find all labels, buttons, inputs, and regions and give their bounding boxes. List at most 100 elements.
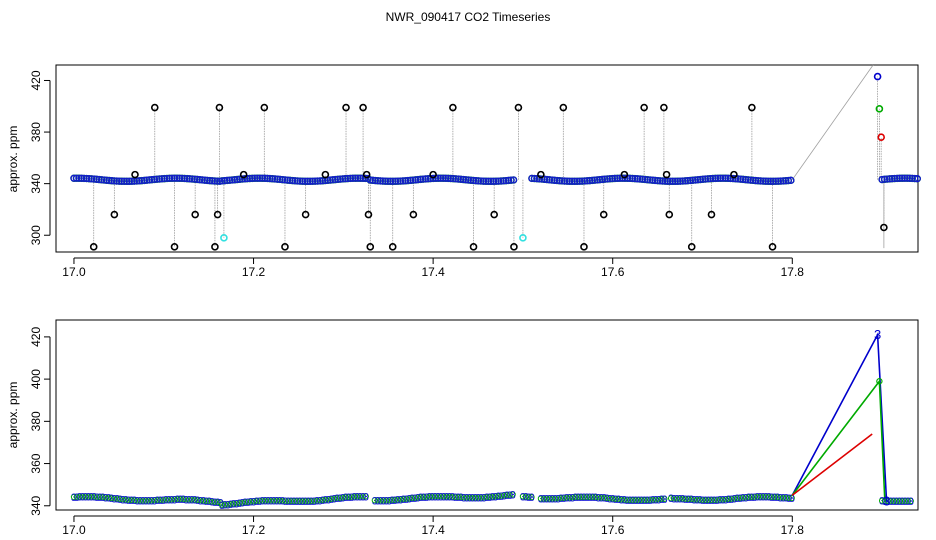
baseline-point-blue <box>72 174 81 182</box>
baseline-point-green <box>322 496 329 503</box>
baseline-point-blue <box>253 174 261 182</box>
baseline-point-blue <box>538 175 546 183</box>
outlier-point <box>707 210 716 219</box>
spike-series-line <box>791 331 888 502</box>
baseline-point-green <box>154 497 161 504</box>
baseline-point-green <box>443 493 450 500</box>
baseline-point-green <box>403 495 410 502</box>
baseline-point-green <box>316 497 323 504</box>
baseline-point-blue <box>100 176 108 184</box>
baseline-point-green <box>345 493 352 501</box>
baseline-point-green <box>273 497 280 504</box>
baseline-point-blue <box>293 177 302 185</box>
baseline-point-green <box>177 496 184 503</box>
baseline-point-blue <box>653 177 662 185</box>
baseline-point-green <box>629 497 636 504</box>
baseline-point-blue <box>507 176 515 184</box>
baseline-point-label: 3 <box>334 493 340 505</box>
baseline-point-green <box>446 493 453 500</box>
baseline-point-green <box>423 493 430 500</box>
baseline-point-blue <box>354 174 362 182</box>
baseline-point-green <box>702 496 709 504</box>
baseline-point-label: 3 <box>392 495 398 507</box>
baseline-point-green <box>716 496 724 503</box>
baseline-point-blue <box>391 177 400 185</box>
baseline-point-label: 3 <box>345 492 351 504</box>
outlier-point <box>342 103 350 112</box>
baseline-point-green <box>722 496 729 503</box>
baseline-point-label: 3 <box>219 500 225 512</box>
baseline-point-label: 3 <box>661 494 667 506</box>
baseline-point-blue <box>908 174 916 183</box>
baseline-point-blue <box>223 176 231 185</box>
baseline-point-blue <box>266 174 274 183</box>
bottom-y-tick-label: 360 <box>29 453 43 473</box>
baseline-point-green <box>122 496 129 503</box>
baseline-point-blue <box>344 174 352 183</box>
baseline-point-green <box>788 494 795 502</box>
baseline-point-green <box>203 497 210 504</box>
baseline-point-blue <box>636 175 644 183</box>
baseline-point-green <box>495 492 502 500</box>
outlier-point <box>469 243 478 251</box>
baseline-point-blue <box>288 176 297 185</box>
baseline-point-green <box>555 495 562 502</box>
baseline-point-green <box>420 493 427 501</box>
baseline-point-blue <box>75 174 83 182</box>
baseline-point-blue <box>336 175 344 183</box>
baseline-point-blue <box>190 175 199 183</box>
baseline-point-green <box>328 495 335 503</box>
baseline-point-blue <box>341 175 349 183</box>
spike-line <box>791 64 874 181</box>
baseline-point-blue <box>779 177 787 185</box>
baseline-point-green <box>734 495 741 502</box>
baseline-point-blue <box>213 177 221 185</box>
baseline-point-green <box>754 493 761 500</box>
baseline-point-green <box>525 493 532 500</box>
baseline-point-blue <box>734 175 742 183</box>
baseline-point-blue <box>606 175 614 183</box>
baseline-point-blue <box>474 177 483 185</box>
baseline-point-green <box>351 493 358 500</box>
baseline-point-blue <box>271 175 279 183</box>
baseline-point-blue <box>669 177 677 185</box>
baseline-point-blue <box>381 177 390 185</box>
baseline-point-green <box>578 493 585 501</box>
baseline-point-green <box>887 498 894 505</box>
baseline-point-blue <box>394 177 402 185</box>
baseline-point-blue <box>376 177 384 185</box>
baseline-point-label: 3 <box>558 493 564 505</box>
baseline-point-blue <box>759 177 767 185</box>
baseline-point-blue <box>754 177 762 185</box>
baseline-point-blue <box>220 177 229 185</box>
baseline-point-label: 3 <box>647 495 653 507</box>
outlier-point <box>748 103 756 112</box>
baseline-point-green <box>197 497 204 504</box>
baseline-point-green <box>391 496 398 504</box>
baseline-point-blue <box>626 174 634 183</box>
baseline-point-green <box>151 497 158 504</box>
baseline-point-label: 3 <box>254 496 260 508</box>
baseline-point-green <box>661 495 668 503</box>
baseline-point-green <box>492 493 499 500</box>
baseline-point-green <box>219 501 226 508</box>
baseline-point-blue <box>140 176 149 185</box>
baseline-point-blue <box>681 177 689 185</box>
baseline-point-blue <box>258 174 266 182</box>
baseline-point-green <box>426 493 433 500</box>
baseline-point-blue <box>188 175 196 183</box>
baseline-point-green <box>632 497 639 504</box>
baseline-point-green <box>667 495 675 502</box>
outlier-point <box>620 170 629 179</box>
baseline-point-green <box>646 496 654 503</box>
baseline-point-blue <box>97 176 106 184</box>
baseline-point-blue <box>90 175 98 183</box>
baseline-point-green <box>449 493 456 500</box>
baseline-point-blue <box>409 176 417 184</box>
baseline-point-blue <box>573 177 581 185</box>
baseline-point-blue <box>784 176 792 185</box>
baseline-point-green <box>612 495 619 502</box>
baseline-point-green <box>893 498 900 505</box>
baseline-point-label: 3 <box>731 494 737 506</box>
baseline-point-blue <box>406 176 415 185</box>
